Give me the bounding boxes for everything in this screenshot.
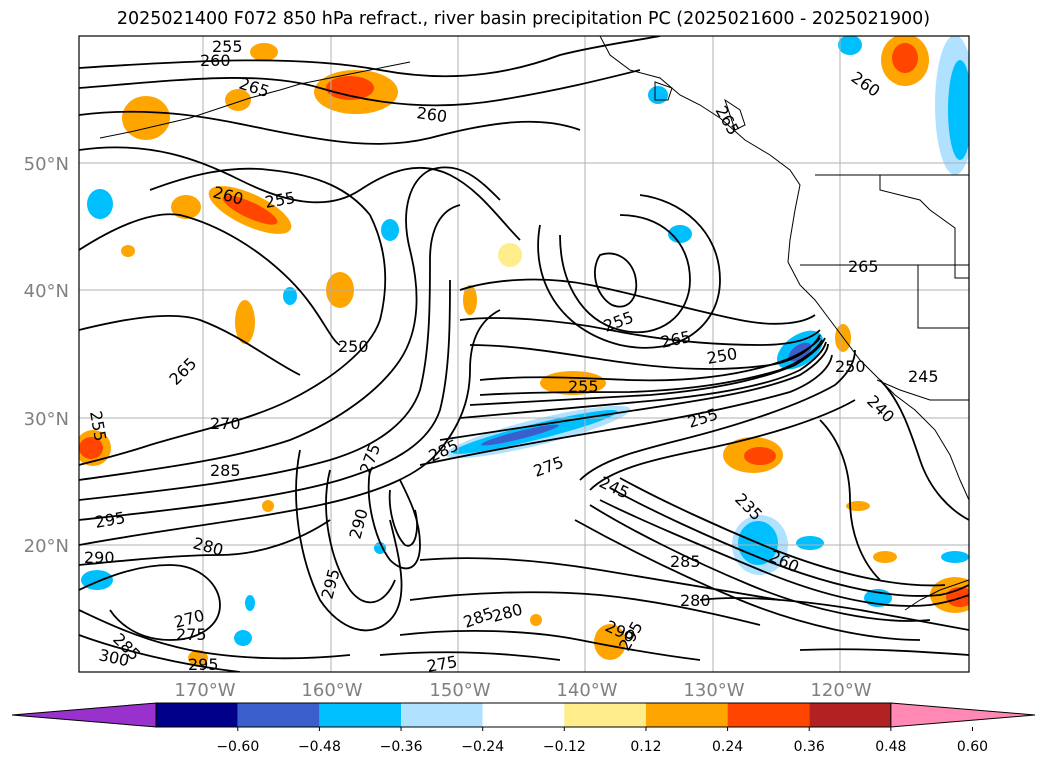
contour-label: 250 — [835, 357, 866, 376]
lat-label: 50°N — [24, 154, 69, 175]
colorbar-swatch — [482, 703, 565, 727]
latitude-labels: 50°N 40°N 30°N 20°N — [24, 154, 69, 557]
colorbar-tick-label: 0.48 — [875, 739, 906, 755]
colorbar-tick-label: −0.24 — [461, 739, 504, 755]
colorbar-swatch — [401, 703, 483, 727]
colorbar-tick-label: 0.24 — [712, 739, 743, 755]
contour-label: 260 — [200, 51, 231, 70]
contour-label: 255 — [568, 377, 599, 396]
contour-label: 285 — [210, 461, 241, 480]
contour-label: 270 — [210, 414, 241, 433]
lon-label: 140°W — [556, 680, 617, 701]
contour-label: 260 — [415, 103, 448, 126]
refractivity-contours — [79, 36, 969, 672]
map-plot-area: 255 260 265 260 260 255 265 265 255 250 … — [79, 36, 969, 676]
colorbar-tick-label: 0.36 — [794, 739, 825, 755]
colorbar-tick-label: 0.12 — [630, 739, 661, 755]
lat-label: 20°N — [24, 536, 69, 557]
colorbar-swatch — [237, 703, 320, 727]
map-title: 2025021400 F072 850 hPa refract., river … — [116, 9, 931, 29]
coastlines — [99, 36, 969, 611]
colorbar-extend-high — [890, 702, 1036, 728]
colorbar-tick-label: 0.60 — [957, 739, 988, 755]
colorbar-swatch — [645, 703, 728, 727]
colorbar-tick-label: −0.48 — [298, 739, 341, 755]
lat-label: 40°N — [24, 281, 69, 302]
lon-label: 120°W — [810, 680, 871, 701]
contour-label: 295 — [188, 655, 219, 674]
colorbar-swatch — [156, 703, 238, 727]
contour-label: 290 — [84, 548, 115, 567]
contour-label: 250 — [338, 337, 369, 356]
contour-label: 280 — [680, 591, 711, 610]
contour-label: 255 — [212, 37, 243, 56]
contour-label: 285 — [670, 552, 701, 571]
lon-label: 160°W — [301, 680, 362, 701]
contour-label: 245 — [908, 367, 939, 386]
contour-label: 275 — [176, 625, 207, 644]
lon-label: 170°W — [174, 680, 235, 701]
colorbar-extend-low — [11, 702, 157, 728]
colorbar-swatch — [727, 703, 810, 727]
contour-label: 275 — [425, 652, 458, 676]
map-frame — [78, 35, 970, 673]
colorbar-swatch — [319, 703, 402, 727]
lon-label: 130°W — [683, 680, 744, 701]
colorbar-swatch — [564, 703, 646, 727]
lat-label: 30°N — [24, 409, 69, 430]
colorbar-tick-label: −0.36 — [380, 739, 423, 755]
contour-label: 265 — [848, 257, 879, 276]
colorbar-tick-label: −0.60 — [216, 739, 259, 755]
precip-positive-areas — [79, 36, 969, 666]
colorbar: −0.60 −0.48 −0.36 −0.24 −0.12 0.12 0.24 0.36 0.4… — [11, 702, 1036, 755]
colorbar-tick-label: −0.12 — [543, 739, 586, 755]
colorbar-swatch — [809, 703, 891, 727]
gridlines — [79, 36, 969, 672]
longitude-labels: 170°W 160°W 150°W 140°W 130°W 120°W — [174, 680, 871, 701]
lon-label: 150°W — [429, 680, 490, 701]
